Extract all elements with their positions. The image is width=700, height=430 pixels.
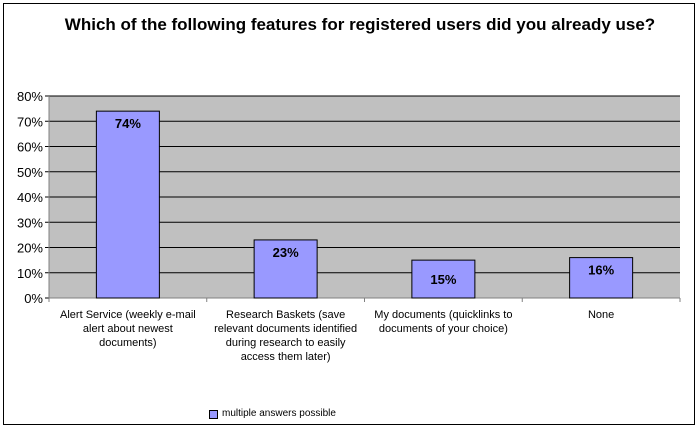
category-label: Alert Service (weekly e-mail alert about… — [60, 309, 196, 349]
y-tick-label: 50% — [17, 165, 43, 180]
axes: 0% 10% 20% 30% 40% 50% 60% 70% 80% — [17, 89, 681, 306]
legend-swatch — [209, 409, 218, 419]
y-tick-label: 60% — [17, 140, 43, 155]
y-tick-label: 30% — [17, 215, 43, 230]
bar — [95, 110, 160, 299]
bar — [411, 259, 476, 299]
category-label: None — [587, 309, 615, 321]
bar-value-label: 15% — [430, 272, 456, 287]
bar-value-label: 23% — [273, 245, 299, 260]
bar-value-label: 16% — [588, 263, 614, 278]
bar — [253, 239, 318, 299]
legend: multiple answers possible — [209, 408, 336, 420]
bars: 74% 23% 15% 16% — [95, 110, 634, 299]
y-tick-label: 70% — [17, 114, 43, 129]
bar-value-label: 74% — [115, 116, 141, 131]
category-label: Research Baskets (save relevant document… — [214, 309, 358, 363]
y-tick-label: 10% — [17, 266, 43, 281]
y-tick-label: 0% — [24, 291, 43, 306]
y-tick-label: 20% — [17, 241, 43, 256]
bar — [569, 257, 634, 299]
legend-label: multiple answers possible — [222, 408, 336, 419]
y-tick-label: 40% — [17, 190, 43, 205]
chart-title: Which of the following features for regi… — [64, 15, 656, 34]
y-tick-label: 80% — [17, 89, 43, 104]
category-label: My documents (quicklinks to documents of… — [374, 309, 513, 335]
